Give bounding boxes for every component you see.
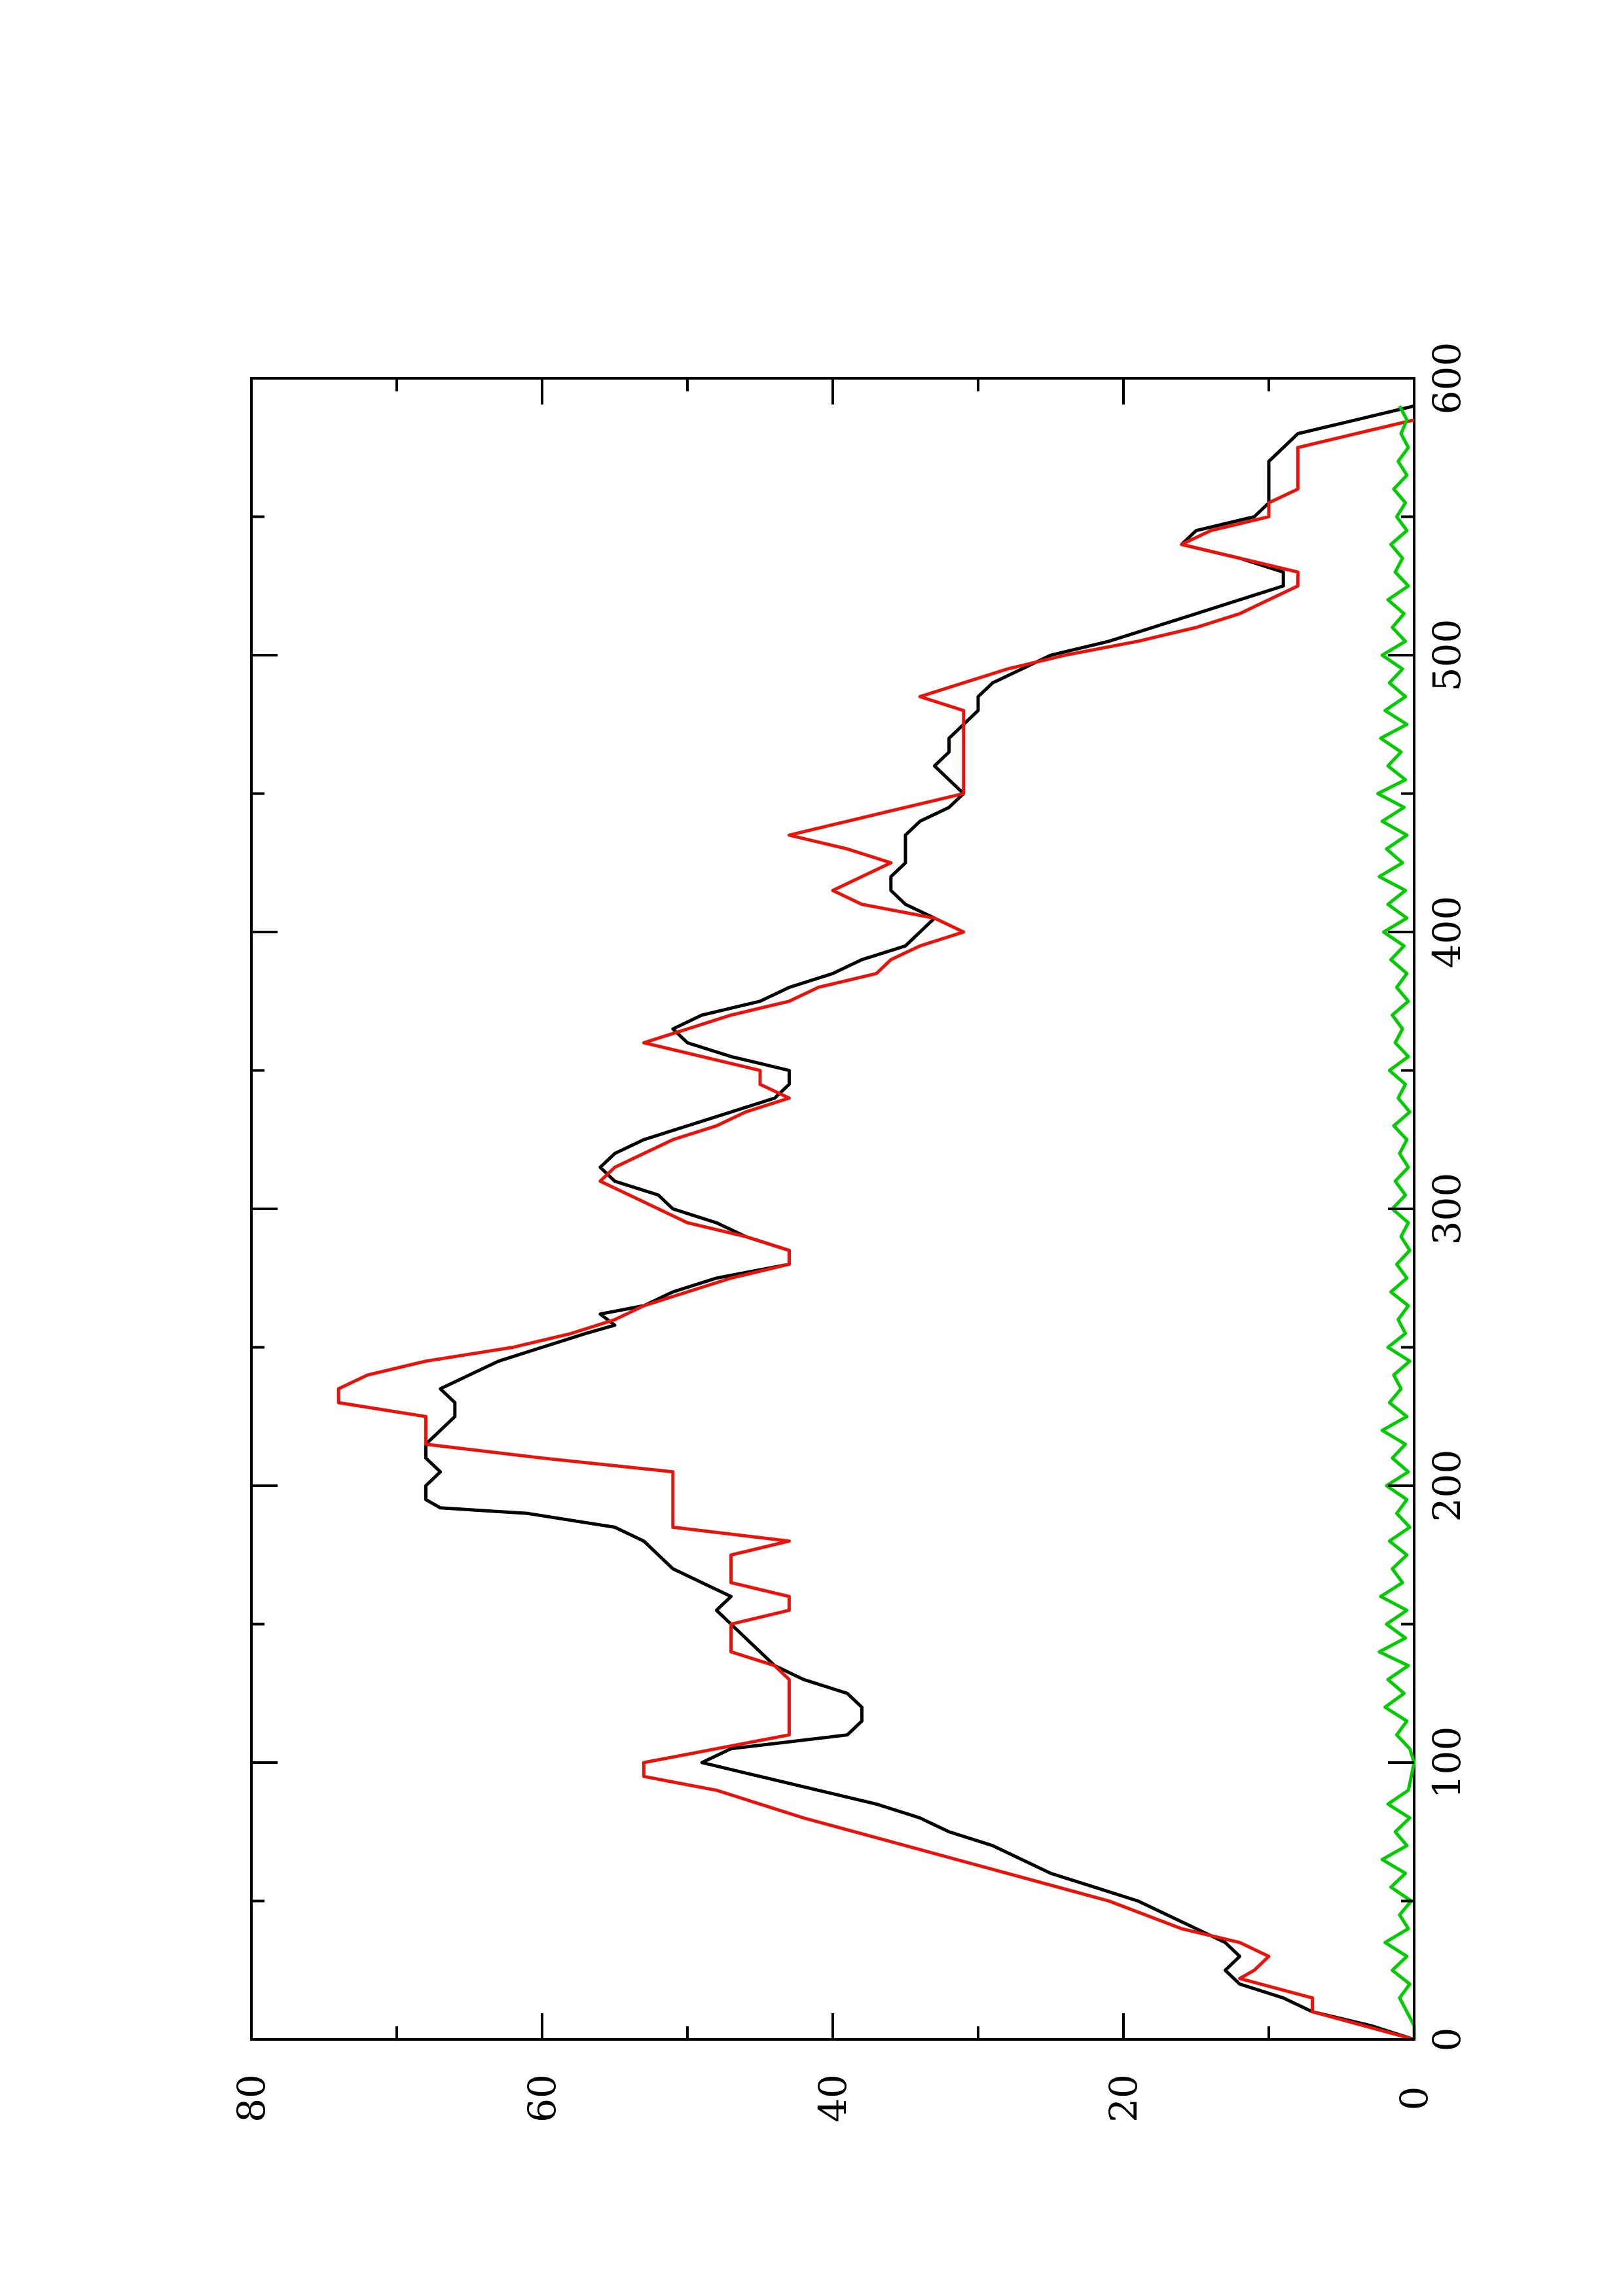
plot-frame: [250, 377, 1415, 2041]
x-tick-label: 200: [1425, 1450, 1469, 1522]
x-tick-label: 500: [1425, 619, 1469, 692]
axes: 0 100 200 300 400 500 600 0 20 40 60 80: [229, 342, 1469, 2123]
plot-area: [337, 404, 1416, 2041]
x-tick-label: 0: [1425, 2028, 1469, 2052]
x-tick-label: 400: [1425, 896, 1469, 969]
x-tick-label: 100: [1425, 1727, 1469, 1799]
series-line-3: [1376, 405, 1416, 2039]
series-line-1: [424, 404, 1415, 2041]
y-tick-label: 60: [520, 2074, 564, 2123]
series-line-2: [337, 418, 1415, 2041]
y-tick-label: 20: [1101, 2074, 1146, 2123]
y-tick-label: 80: [229, 2074, 274, 2123]
y-tick-label: 40: [811, 2074, 855, 2123]
x-tick-label: 600: [1425, 342, 1469, 415]
x-tick-label: 300: [1425, 1173, 1469, 1246]
y-tick-label: 0: [1392, 2087, 1436, 2111]
